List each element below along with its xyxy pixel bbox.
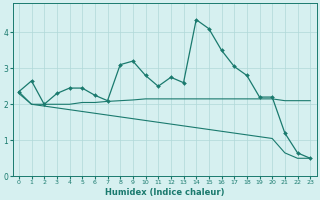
X-axis label: Humidex (Indice chaleur): Humidex (Indice chaleur) [105, 188, 224, 197]
